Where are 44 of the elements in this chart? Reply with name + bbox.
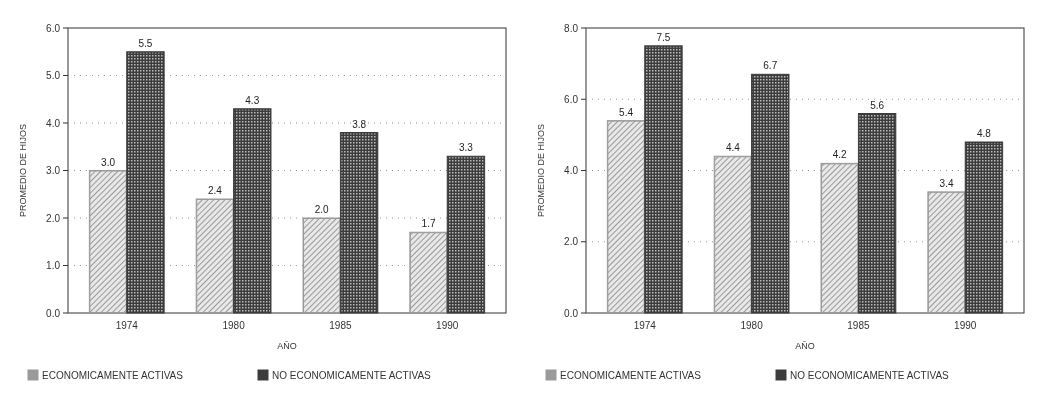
data-label: 1.7 xyxy=(421,218,436,230)
y-tick-label: 6.0 xyxy=(564,93,579,105)
data-label: 5.4 xyxy=(619,106,634,118)
x-axis-title: AÑO xyxy=(277,341,297,351)
x-tick-label: 1990 xyxy=(436,320,459,331)
data-label: 4.4 xyxy=(725,142,741,154)
legend-label: NO ECONOMICAMENTE ACTIVAS xyxy=(790,370,950,381)
y-axis-title: PROMEDIO DE HIJOS xyxy=(536,123,546,218)
data-label: 3.0 xyxy=(101,156,116,168)
data-label: 2.0 xyxy=(314,204,330,215)
y-tick-label: 6.0 xyxy=(46,22,61,34)
data-label: 7.5 xyxy=(656,31,671,43)
data-label: 2.4 xyxy=(207,185,223,196)
legend-label: ECONOMICAMENTE ACTIVAS xyxy=(42,370,184,381)
y-tick-label: 5.0 xyxy=(46,70,61,81)
data-label: 4.8 xyxy=(976,128,992,139)
data-label: 3.8 xyxy=(352,118,367,130)
data-label: 3.4 xyxy=(939,177,954,189)
data-label: 5.6 xyxy=(870,99,885,111)
y-tick-label: 0.0 xyxy=(564,307,579,319)
data-label: 4.2 xyxy=(832,149,848,161)
x-tick-label: 1974 xyxy=(633,320,657,331)
legend-label: NO ECONOMICAMENTE ACTIVAS xyxy=(272,370,432,381)
y-tick-label: 2.0 xyxy=(46,212,61,224)
y-axis-title: PROMEDIO DE HIJOS xyxy=(18,123,28,218)
x-tick-label: 1990 xyxy=(954,320,977,331)
y-tick-label: 8.0 xyxy=(564,22,579,34)
x-tick-label: 1985 xyxy=(847,320,870,331)
data-label: 6.7 xyxy=(763,60,778,72)
x-tick-label: 1985 xyxy=(329,320,352,331)
x-axis-title: AÑO xyxy=(795,341,815,351)
data-label: 3.3 xyxy=(458,142,474,154)
y-tick-label: 0.0 xyxy=(46,307,61,319)
y-tick-label: 4.0 xyxy=(46,117,61,129)
y-tick-label: 2.0 xyxy=(564,236,579,248)
legend-label: ECONOMICAMENTE ACTIVAS xyxy=(560,370,702,381)
y-tick-label: 1.0 xyxy=(46,260,61,271)
data-label: 4.3 xyxy=(245,94,260,106)
x-tick-label: 1980 xyxy=(222,320,246,331)
y-tick-label: 3.0 xyxy=(46,165,61,176)
x-tick-label: 1980 xyxy=(740,320,764,331)
y-tick-label: 4.0 xyxy=(564,165,579,176)
data-label: 5.5 xyxy=(138,37,153,49)
x-tick-label: 1974 xyxy=(115,320,139,331)
